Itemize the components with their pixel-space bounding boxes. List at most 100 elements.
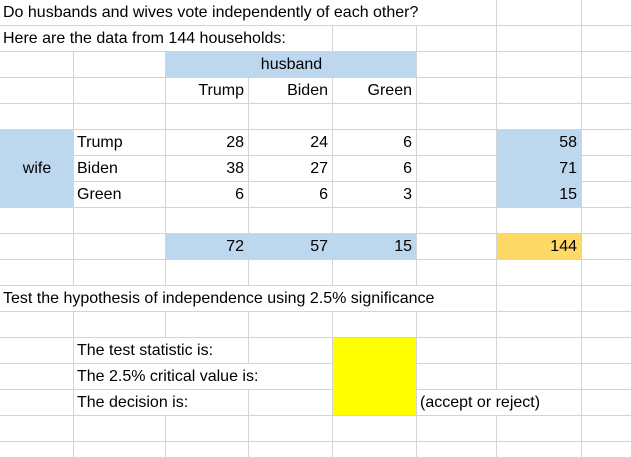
empty-cell: [417, 260, 497, 286]
empty-cell: [582, 338, 632, 364]
empty-cell: [249, 260, 333, 286]
husband-group-header-cell: husband: [166, 52, 417, 78]
empty-cell: [497, 78, 582, 104]
empty-cell: [166, 312, 249, 338]
empty-cell: [582, 390, 632, 416]
empty-cell: [582, 286, 632, 312]
empty-cell: [0, 104, 74, 130]
empty-cell: [0, 442, 74, 457]
empty-cell: [417, 208, 497, 234]
empty-cell: [0, 416, 74, 442]
empty-cell: [249, 312, 333, 338]
empty-cell: [166, 416, 249, 442]
col-total-green: 15: [333, 234, 417, 260]
empty-cell: [333, 26, 417, 52]
empty-cell: [582, 416, 632, 442]
empty-cell: [417, 26, 497, 52]
empty-cell: [417, 78, 497, 104]
row-header-green: Green: [74, 182, 166, 208]
row-total-green: 15: [497, 182, 582, 208]
empty-cell: [417, 416, 497, 442]
decision-answer-cell[interactable]: [333, 390, 417, 416]
empty-cell: [249, 416, 333, 442]
instruction-cell: Test the hypothesis of independence usin…: [0, 286, 497, 312]
col-header-green: Green: [333, 78, 417, 104]
empty-cell: [582, 78, 632, 104]
row-total-biden: 71: [497, 156, 582, 182]
empty-cell: [0, 312, 74, 338]
empty-cell: [417, 52, 497, 78]
empty-cell: [74, 260, 166, 286]
critical-value-answer-cell[interactable]: [333, 364, 417, 390]
empty-cell: [497, 52, 582, 78]
empty-cell: [582, 234, 632, 260]
col-header-trump: Trump: [166, 78, 249, 104]
decision-label-cell: The decision is:: [74, 390, 249, 416]
empty-cell: [497, 416, 582, 442]
empty-cell: [497, 286, 582, 312]
col-total-trump: 72: [166, 234, 249, 260]
empty-cell: [582, 208, 632, 234]
empty-cell: [582, 52, 632, 78]
empty-cell: [333, 104, 417, 130]
empty-cell: [74, 208, 166, 234]
empty-cell: [0, 260, 74, 286]
empty-cell: [582, 442, 632, 457]
data-cell-biden-biden: 27: [249, 156, 333, 182]
empty-cell: [74, 416, 166, 442]
row-header-biden: Biden: [74, 156, 166, 182]
empty-cell: [417, 338, 497, 364]
row-header-trump: Trump: [74, 130, 166, 156]
empty-cell: [0, 234, 74, 260]
data-cell-biden-green: 6: [333, 156, 417, 182]
empty-cell: [582, 364, 632, 390]
empty-cell: [249, 104, 333, 130]
empty-cell: [582, 130, 632, 156]
empty-cell: [582, 0, 632, 26]
empty-cell: [497, 312, 582, 338]
empty-cell: [333, 208, 417, 234]
empty-cell: [417, 130, 497, 156]
empty-cell: [249, 442, 333, 457]
grand-total-cell: 144: [497, 234, 582, 260]
empty-cell: [417, 312, 497, 338]
empty-cell: [166, 442, 249, 457]
empty-cell: [582, 26, 632, 52]
empty-cell: [417, 156, 497, 182]
empty-cell: [0, 364, 74, 390]
empty-cell: [333, 416, 417, 442]
empty-cell: [582, 182, 632, 208]
empty-cell: [417, 104, 497, 130]
data-cell-green-green: 3: [333, 182, 417, 208]
empty-cell: [333, 312, 417, 338]
empty-cell: [417, 364, 497, 390]
empty-cell: [166, 104, 249, 130]
empty-cell: [497, 104, 582, 130]
empty-cell: [74, 104, 166, 130]
wife-group-header-cell: wife: [0, 130, 74, 208]
empty-cell: [249, 208, 333, 234]
row-total-trump: 58: [497, 130, 582, 156]
empty-cell: [497, 338, 582, 364]
empty-cell: [74, 78, 166, 104]
critical-value-label-cell: The 2.5% critical value is:: [74, 364, 333, 390]
empty-cell: [497, 260, 582, 286]
empty-cell: [0, 338, 74, 364]
empty-cell: [417, 442, 497, 457]
empty-cell: [249, 390, 333, 416]
col-total-biden: 57: [249, 234, 333, 260]
empty-cell: [582, 260, 632, 286]
subtitle-cell: Here are the data from 144 households:: [0, 26, 333, 52]
data-cell-trump-trump: 28: [166, 130, 249, 156]
data-cell-trump-green: 6: [333, 130, 417, 156]
empty-cell: [74, 442, 166, 457]
empty-cell: [0, 208, 74, 234]
data-cell-trump-biden: 24: [249, 130, 333, 156]
empty-cell: [0, 52, 74, 78]
empty-cell: [417, 182, 497, 208]
empty-cell: [0, 390, 74, 416]
test-statistic-answer-cell[interactable]: [333, 338, 417, 364]
empty-cell: [497, 208, 582, 234]
empty-cell: [333, 260, 417, 286]
